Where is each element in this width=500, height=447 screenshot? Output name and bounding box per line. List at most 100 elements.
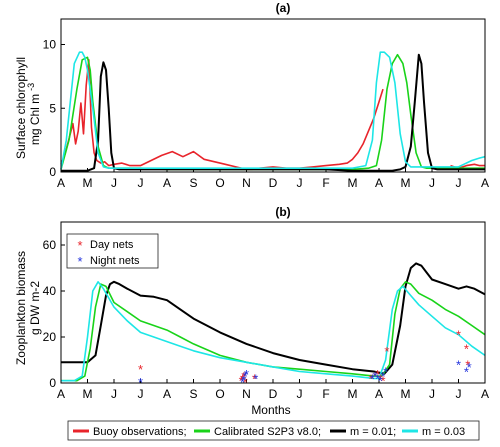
panel-a-xtick-label: J	[429, 176, 435, 190]
panel-b-scatter-point: *	[252, 371, 257, 386]
legend-m001-label: m = 0.01;	[350, 426, 396, 438]
panel-b-ytick-label: 20	[43, 330, 57, 344]
panel-a-ytick-label: 5	[49, 101, 56, 115]
panel-b-ytick-label: 60	[43, 238, 57, 252]
panel-b-scatter-point: *	[378, 371, 383, 386]
panel-b-scatter-point: *	[138, 375, 143, 390]
panel-b-xtick-label: N	[242, 387, 251, 401]
panel-a-plot: 0 5 10 A M J J A S O N D J F M A M J J A	[43, 38, 489, 191]
nets-legend-box	[66, 233, 159, 269]
panel-b-scatter-point: *	[464, 365, 469, 380]
panel-b-xtick-label: M	[348, 387, 358, 401]
panel-a-xtick-label: J	[297, 176, 303, 190]
panel-a-ylabel: Surface chlorophyll mg Chl m-3	[14, 57, 42, 159]
panel-b-scatter-point: *	[456, 328, 461, 343]
panel-b-xtick-label: A	[163, 387, 171, 401]
panel-b-scatter-point: *	[370, 371, 375, 386]
night-nets-marker: *	[77, 254, 82, 269]
legend-buoy-label: Buoy observations;	[93, 426, 187, 438]
legend-m003-label: m = 0.03	[422, 426, 465, 438]
panel-b-scatter-point: *	[369, 371, 374, 386]
panel-b-scatter-point: *	[465, 358, 470, 373]
panel-b-ylabel-line1: Zooplankton biomass	[14, 251, 28, 365]
panel-b-xtick-label: O	[215, 387, 224, 401]
panel-a-ylabel-superscript: -3	[26, 83, 36, 91]
panel-a-xtick-label: O	[215, 176, 224, 190]
panel-b-xtick-label: J	[297, 387, 303, 401]
night-nets-label: Night nets	[90, 255, 140, 267]
panel-b-scatter-point: *	[243, 369, 248, 384]
panel-a-xtick-label: J	[456, 176, 462, 190]
panel-a-xtick-label: M	[83, 176, 93, 190]
panel-b-ytick-label: 40	[43, 284, 57, 298]
panel-b: (b) Zooplankton biomass g DW m-2 0 20 40 60…	[14, 205, 489, 417]
panel-b-xlabel: Months	[251, 403, 290, 417]
panel-b-xtick-label: J	[429, 387, 435, 401]
panel-a-ytick-label: 0	[49, 165, 56, 179]
panel-b-scatter-point: *	[464, 342, 469, 357]
panel-a-xtick-label: J	[138, 176, 144, 190]
panel-b-frame	[60, 221, 486, 384]
panel-b-scatter-point: *	[241, 373, 246, 388]
panel-a-xtick-label: A	[375, 176, 383, 190]
panel-a-series-4	[60, 51, 486, 170]
day-nets-marker: *	[77, 238, 82, 253]
panel-a-xtick-label: S	[189, 176, 197, 190]
panel-b-scatter-point: *	[456, 358, 461, 373]
panel-a-xtick-label: A	[163, 176, 171, 190]
panel-a-ytick-label: 10	[43, 38, 57, 52]
panel-b-scatter-point: *	[372, 369, 377, 384]
panel-b-ylabel-line2: g DW m-2	[28, 281, 42, 335]
panel-a-series-3	[61, 53, 485, 172]
panel-b-xtick-label: J	[111, 387, 117, 401]
day-nets-label: Day nets	[90, 239, 134, 251]
panel-a-xtick-label: M	[348, 176, 358, 190]
panel-a-ylabel-line2: mg Chl m-3	[26, 83, 42, 145]
panel-b-scatter-point: *	[240, 371, 245, 386]
panel-b-scatter-point: *	[138, 362, 143, 377]
panel-a-xtick-label: A	[57, 176, 65, 190]
panel-b-scatter-point: *	[241, 369, 246, 384]
panel-a-xtick-label: D	[269, 176, 278, 190]
panel-a-xtick-label: F	[322, 176, 329, 190]
panel-b-scatter-point: *	[380, 374, 385, 389]
panel-b-scatter-point: *	[240, 375, 245, 390]
legend-s2p3-label: Calibrated S2P3 v8.0;	[214, 426, 321, 438]
panel-b-scatter-point: *	[239, 374, 244, 389]
panel-a-frame	[60, 18, 486, 173]
panel-b-scatter-point: *	[253, 371, 258, 386]
panel-b-scatter-point: *	[372, 369, 377, 384]
panel-b-series-2	[61, 280, 486, 382]
panel-a-title: (a)	[276, 1, 291, 15]
nets-legend: * Day nets * Night nets	[66, 233, 159, 269]
panel-b-series-1	[61, 280, 486, 382]
panel-b-xtick-label: J	[138, 387, 144, 401]
panel-b-ylabel: Zooplankton biomass g DW m-2	[14, 251, 42, 365]
panel-a-xtick-label: A	[481, 176, 489, 190]
panel-a-ylabel-line1: Surface chlorophyll	[14, 57, 28, 159]
panel-b-scatter-point: *	[384, 344, 389, 359]
panel-b-xtick-label: A	[375, 387, 383, 401]
panel-b-scatter-point: *	[243, 375, 248, 390]
panel-b-xtick-label: J	[456, 387, 462, 401]
panel-b-ytick-label: 0	[49, 376, 56, 390]
panel-b-title: (b)	[275, 205, 290, 219]
panel-b-xtick-label: A	[481, 387, 489, 401]
panel-a: (a) Surface chlorophyll mg Chl m-3 0 5 10 A…	[14, 1, 489, 190]
panel-b-scatter-point: *	[467, 360, 472, 375]
panel-b-scatter-point: *	[375, 367, 380, 382]
panel-b-xtick-label: A	[57, 387, 65, 401]
panel-b-scatter-point: *	[378, 374, 383, 389]
panel-b-xtick-label: F	[322, 387, 329, 401]
panel-b-xtick-label: M	[83, 387, 93, 401]
shared-legend: Buoy observations; Calibrated S2P3 v8.0;…	[67, 420, 480, 441]
panel-b-xtick-label: M	[401, 387, 411, 401]
panel-b-scatter-point: *	[380, 369, 385, 384]
panel-b-scatter-point: *	[244, 367, 249, 382]
panel-b-scatter-point: *	[375, 371, 380, 386]
panel-b-series-0	[61, 262, 486, 375]
shared-legend-box	[67, 420, 480, 441]
panel-b-scatter-point: *	[383, 365, 388, 380]
panel-a-series-0	[60, 58, 384, 171]
